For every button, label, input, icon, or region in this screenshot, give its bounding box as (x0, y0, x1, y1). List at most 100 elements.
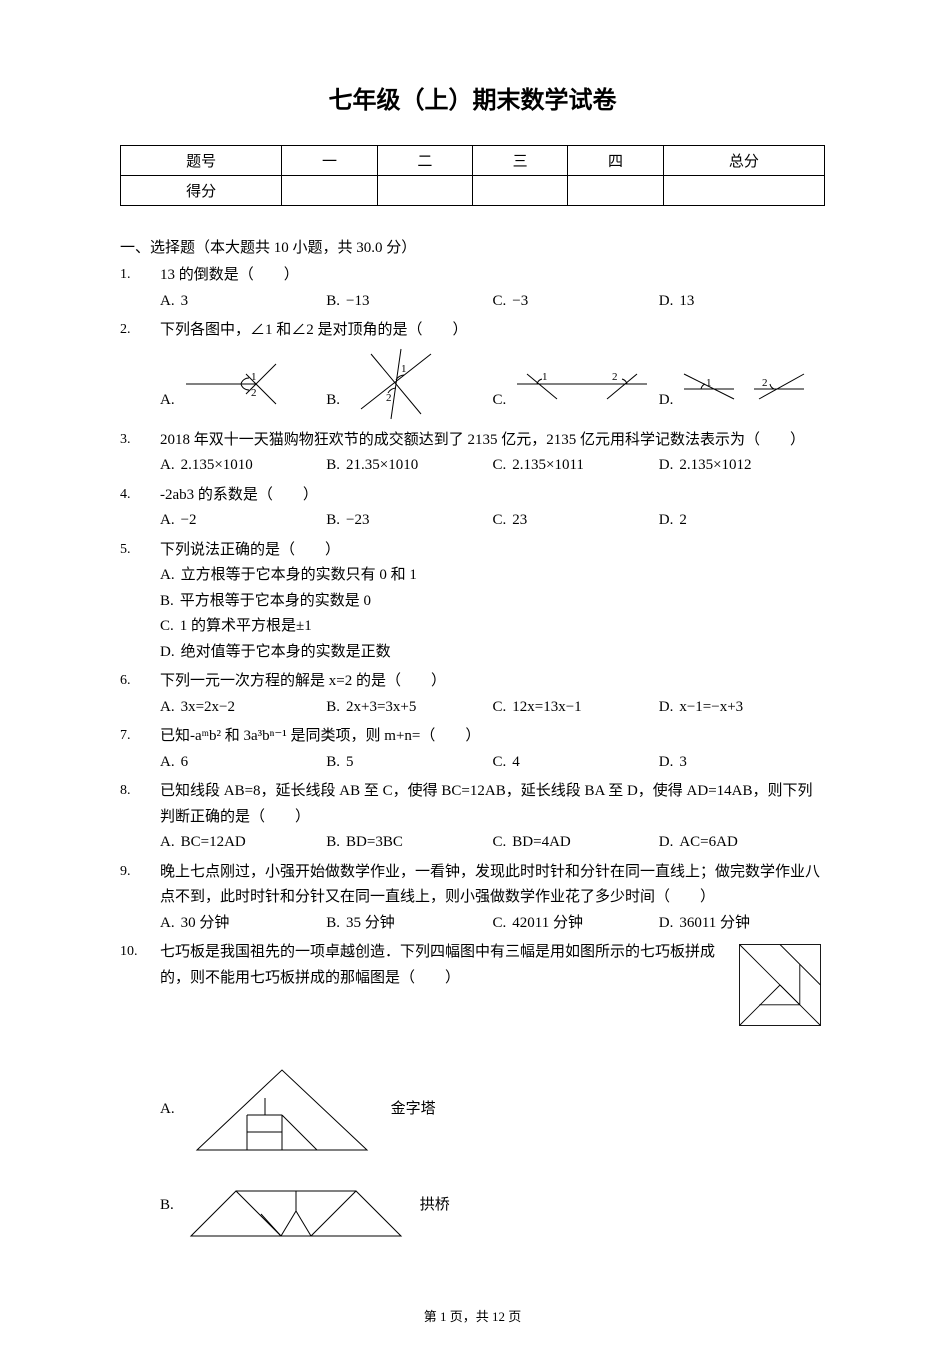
choice-text: −3 (512, 289, 528, 315)
choice: D.x−1=−x+3 (659, 695, 825, 721)
choice: B.平方根等于它本身的实数是 0 (160, 589, 825, 615)
score-header-total: 总分 (663, 146, 824, 176)
choice-label: B. (160, 589, 174, 615)
choice-text: 3 (181, 289, 189, 315)
choice-label: A. (160, 563, 175, 589)
choice-label: B. (326, 508, 340, 534)
choice: D.36011 分钟 (659, 911, 825, 937)
choice-label: B. (326, 453, 340, 479)
question-stem: 下列各图中，∠1 和∠2 是对顶角的是（ ） (160, 318, 825, 344)
angle-diagram-icon: 1 2 (181, 354, 291, 414)
choice-text: 2x+3=3x+5 (346, 695, 416, 721)
svg-text:2: 2 (386, 392, 392, 404)
choice: A.BC=12AD (160, 830, 326, 856)
choice-row: A.3x=2x−2 B.2x+3=3x+5 C.12x=13x−1 D.x−1=… (160, 695, 825, 721)
score-cell (663, 176, 824, 206)
choice-label: A. (160, 830, 175, 856)
question: 晚上七点刚过，小强开始做数学作业，一看钟，发现此时时针和分针在同一直线上；做完数… (120, 860, 825, 937)
choice-label: C. (493, 289, 507, 315)
choice: C.2.135×1011 (493, 453, 659, 479)
choice-row: A. 金字塔 B. (160, 1060, 825, 1246)
choice-label: A. (160, 508, 175, 534)
question-stem: 2018 年双十一天猫购物狂欢节的成交额达到了 2135 亿元，2135 亿元用… (160, 428, 825, 454)
svg-text:1: 1 (401, 363, 407, 375)
question: 2018 年双十一天猫购物狂欢节的成交额达到了 2135 亿元，2135 亿元用… (120, 428, 825, 479)
choice-label: C. (160, 614, 174, 640)
choice-label: A. (160, 289, 175, 315)
choice: C.1 的算术平方根是±1 (160, 614, 825, 640)
choice: A.3x=2x−2 (160, 695, 326, 721)
question: -2ab3 的系数是（ ） A.−2 B.−23 C.23 D.2 (120, 483, 825, 534)
choice-row: A.6 B.5 C.4 D.3 (160, 750, 825, 776)
tangram-bridge-icon (186, 1166, 406, 1246)
question-stem: 下列说法正确的是（ ） (160, 538, 825, 564)
question-stem: 七巧板是我国祖先的一项卓越创造．下列四幅图中有三幅是用如图所示的七巧板拼成的，则… (160, 940, 825, 991)
choice-label: D. (659, 750, 674, 776)
choice-text: 4 (512, 750, 520, 776)
choice-text: BD=4AD (512, 830, 570, 856)
choice: D.AC=6AD (659, 830, 825, 856)
question-stem: 13 的倒数是（ ） (160, 263, 825, 289)
choice: B.35 分钟 (326, 911, 492, 937)
choice-label: B. (160, 1193, 174, 1219)
question: 七巧板是我国祖先的一项卓越创造．下列四幅图中有三幅是用如图所示的七巧板拼成的，则… (120, 940, 825, 1246)
choice-label: B. (326, 388, 340, 414)
choice-text: 立方根等于它本身的实数只有 0 和 1 (181, 563, 417, 589)
question: 下列说法正确的是（ ） A.立方根等于它本身的实数只有 0 和 1 B.平方根等… (120, 538, 825, 666)
score-row-label: 得分 (121, 176, 282, 206)
angle-diagram-icon: 1 2 (512, 359, 652, 409)
score-cell (282, 176, 377, 206)
svg-text:1: 1 (251, 371, 257, 383)
choice-label: D. (659, 453, 674, 479)
choice-text: BD=3BC (346, 830, 403, 856)
choice-row: A.2.135×1010 B.21.35×1010 C.2.135×1011 D… (160, 453, 825, 479)
choice-text: AC=6AD (679, 830, 737, 856)
choice: B.BD=3BC (326, 830, 492, 856)
svg-text:1: 1 (706, 377, 712, 389)
choice: B. 拱桥 (160, 1166, 825, 1246)
score-header-2: 二 (377, 146, 472, 176)
choice-text: 平方根等于它本身的实数是 0 (180, 589, 371, 615)
choice: D.13 (659, 289, 825, 315)
choice-text: 36011 分钟 (679, 911, 750, 937)
choice: C.23 (493, 508, 659, 534)
choice-label: C. (493, 695, 507, 721)
choice-label: A. (160, 1097, 175, 1123)
choice-text: 35 分钟 (346, 911, 395, 937)
choice-row: A.BC=12AD B.BD=3BC C.BD=4AD D.AC=6AD (160, 830, 825, 856)
choice-text: 2.135×1011 (512, 453, 584, 479)
angle-diagram-icon: 1 2 (346, 344, 456, 424)
svg-text:2: 2 (762, 377, 768, 389)
score-cell (472, 176, 567, 206)
page-footer: 第 1 页，共 12 页 (120, 1306, 825, 1325)
question-list: 13 的倒数是（ ） A.3 B.−13 C.−3 D.13 下列各图中，∠1 … (120, 263, 825, 1246)
question: 已知线段 AB=8，延长线段 AB 至 C，使得 BC=12AB，延长线段 BA… (120, 779, 825, 856)
choice: B.21.35×1010 (326, 453, 492, 479)
question-stem: 晚上七点刚过，小强开始做数学作业，一看钟，发现此时时针和分针在同一直线上；做完数… (160, 860, 825, 911)
choice-text: 42011 分钟 (512, 911, 583, 937)
choice: C.12x=13x−1 (493, 695, 659, 721)
choice-row: A.3 B.−13 C.−3 D.13 (160, 289, 825, 315)
choice-text: 2.135×1010 (181, 453, 253, 479)
choice-text: 2 (679, 508, 687, 534)
choice: B.−23 (326, 508, 492, 534)
choice: D.2.135×1012 (659, 453, 825, 479)
choice-label: A. (160, 695, 175, 721)
angle-diagram-icon: 1 2 (679, 359, 809, 409)
choice: B.−13 (326, 289, 492, 315)
choice-text: 3x=2x−2 (181, 695, 235, 721)
choice-label: A. (160, 911, 175, 937)
choice: C.42011 分钟 (493, 911, 659, 937)
score-header-3: 三 (472, 146, 567, 176)
question: 下列一元一次方程的解是 x=2 的是（ ） A.3x=2x−2 B.2x+3=3… (120, 669, 825, 720)
choice: C.4 (493, 750, 659, 776)
choice-text: 23 (512, 508, 527, 534)
choice: C.BD=4AD (493, 830, 659, 856)
choice-label: D. (659, 508, 674, 534)
choice: A.30 分钟 (160, 911, 326, 937)
score-header-4: 四 (568, 146, 663, 176)
choice: D. 1 2 (659, 344, 825, 424)
choice-row: A.30 分钟 B.35 分钟 C.42011 分钟 D.36011 分钟 (160, 911, 825, 937)
choice: A.6 (160, 750, 326, 776)
tangram-reference-icon (735, 940, 825, 1030)
